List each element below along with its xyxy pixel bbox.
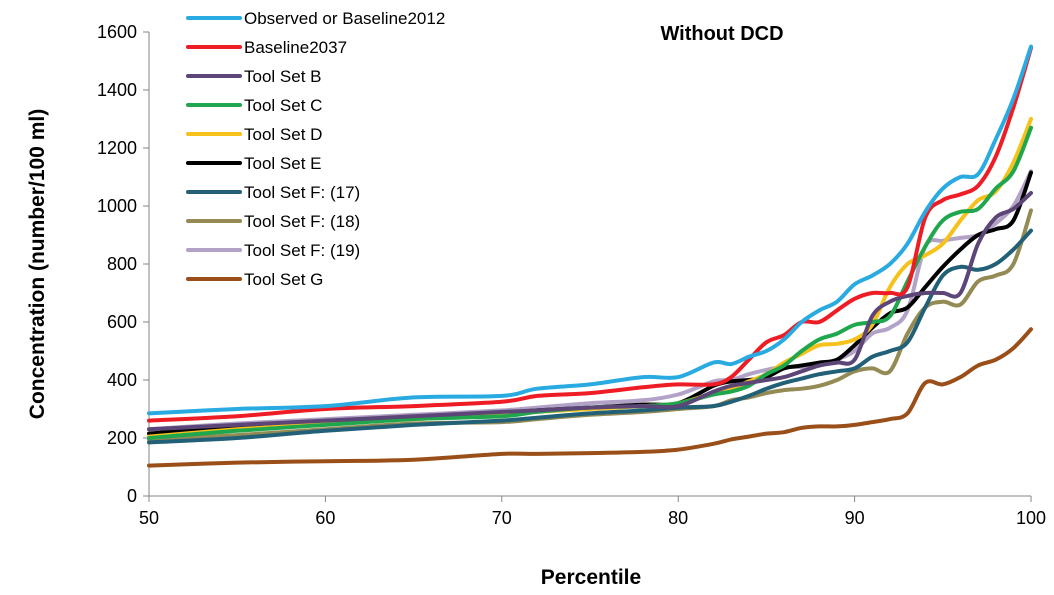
y-axis-title: Concentration (number/100 ml) — [26, 109, 49, 419]
x-tick-label: 100 — [1016, 508, 1046, 528]
legend-label-tool-set-c: Tool Set C — [244, 96, 322, 115]
y-tick-label: 600 — [107, 312, 137, 332]
y-tick-label: 0 — [127, 486, 137, 506]
legend-label-tool-set-g: Tool Set G — [244, 270, 323, 289]
x-tick-label: 50 — [139, 508, 159, 528]
legend-label-tool-set-f-17: Tool Set F: (17) — [244, 183, 360, 202]
legend-label-tool-set-f-19: Tool Set F: (19) — [244, 241, 360, 260]
y-tick-label: 1600 — [97, 22, 137, 42]
legend-label-tool-set-b: Tool Set B — [244, 67, 322, 86]
x-tick-label: 60 — [315, 508, 335, 528]
y-tick-label: 1000 — [97, 196, 137, 216]
series-line-tool-set-f-17 — [147, 228, 1033, 445]
x-tick-label: 90 — [845, 508, 865, 528]
series-line-baseline2037 — [147, 46, 1033, 423]
series-line-tool-set-g — [147, 327, 1033, 468]
legend-label-tool-set-f-18: Tool Set F: (18) — [244, 212, 360, 231]
y-tick-label: 800 — [107, 254, 137, 274]
legend-label-tool-set-e: Tool Set E — [244, 154, 322, 173]
legend-label-baseline2037: Baseline2037 — [244, 38, 347, 57]
x-tick-label: 70 — [492, 508, 512, 528]
series-line-tool-set-c — [147, 125, 1033, 440]
legend-label-tool-set-d: Tool Set D — [244, 125, 322, 144]
x-tick-label: 80 — [668, 508, 688, 528]
y-tick-label: 200 — [107, 428, 137, 448]
y-tick-label: 400 — [107, 370, 137, 390]
legend-label-observed-or-baseline2012: Observed or Baseline2012 — [244, 9, 445, 28]
series-line-observed-or-baseline2012 — [147, 44, 1033, 416]
x-axis-title: Percentile — [541, 566, 641, 589]
y-tick-label: 1200 — [97, 138, 137, 158]
chart-title: Without DCD — [660, 23, 783, 45]
y-tick-label: 1400 — [97, 80, 137, 100]
series-line-tool-set-b — [147, 191, 1033, 432]
